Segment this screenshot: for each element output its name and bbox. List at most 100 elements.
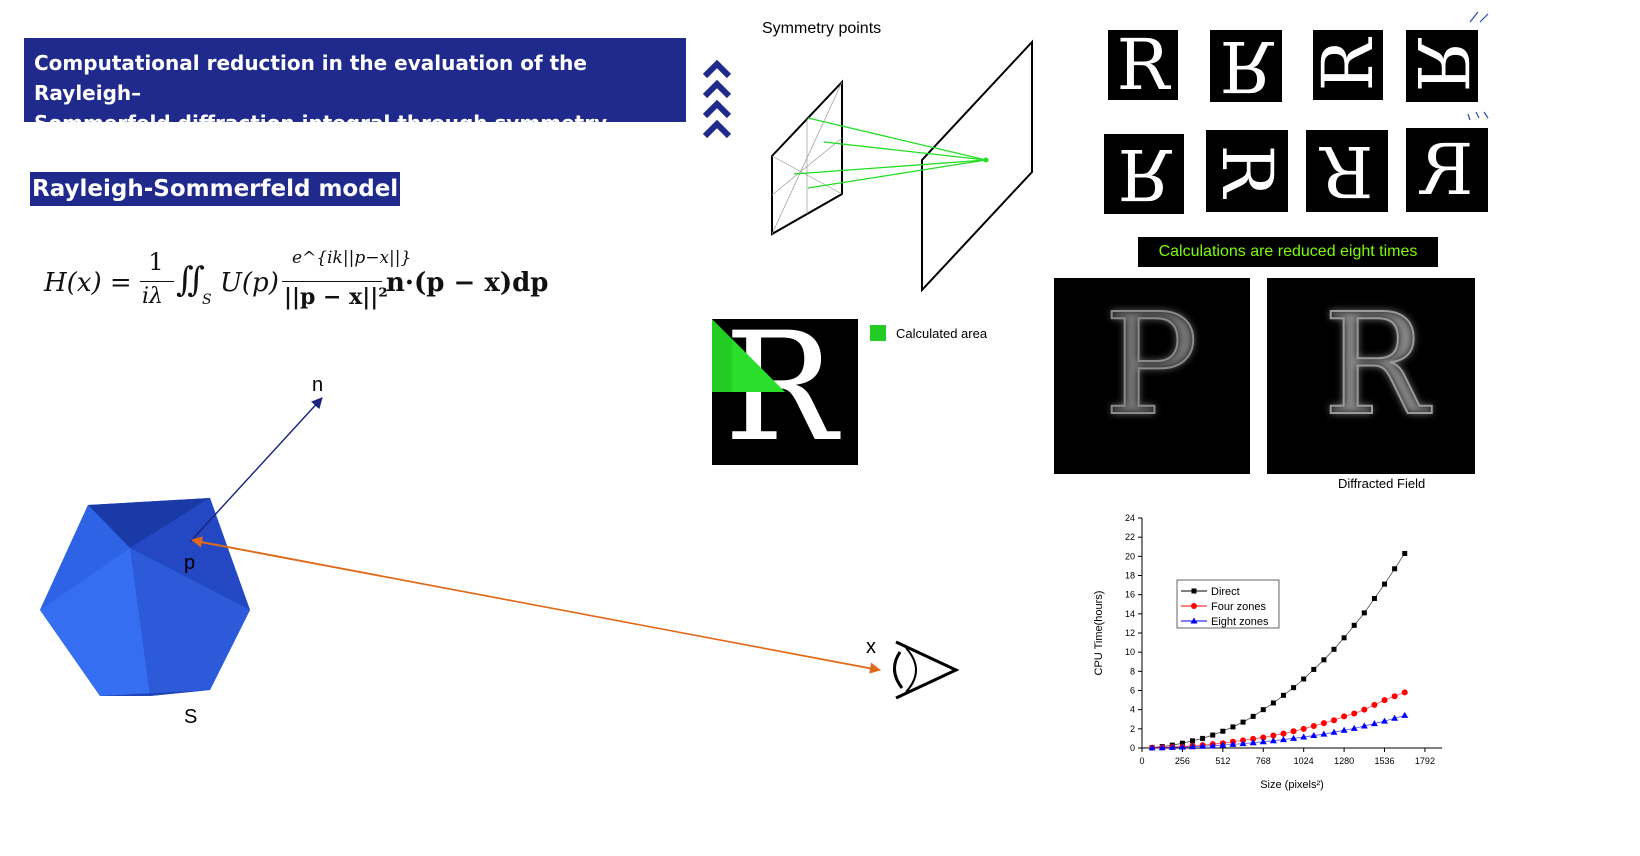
surface-label: S xyxy=(184,706,198,728)
data-point xyxy=(1351,622,1357,628)
x-tick-label: 1280 xyxy=(1334,756,1354,766)
eq-frac2-bar xyxy=(282,281,382,282)
x-tick-label: 512 xyxy=(1215,756,1230,766)
data-point xyxy=(1280,730,1287,737)
legend-marker xyxy=(1191,588,1197,594)
eq-frac1-den: iλ xyxy=(142,284,163,309)
slide-title: Computational reduction in the evaluatio… xyxy=(24,38,686,165)
y-tick-label: 16 xyxy=(1125,590,1135,600)
rayleigh-sommerfeld-equation: H(x) = 1 iλ ∬ S U(p) e^{ik||p−x||} ||p −… xyxy=(44,248,564,328)
data-point xyxy=(1168,743,1176,750)
data-point xyxy=(1148,744,1156,751)
data-point xyxy=(1220,728,1226,734)
y-tick-label: 14 xyxy=(1125,609,1135,619)
data-point xyxy=(1269,737,1277,744)
x-tick-label: 1792 xyxy=(1415,756,1435,766)
data-point xyxy=(1381,717,1389,724)
legend-marker xyxy=(1191,603,1197,609)
symmetry-r-tile: R xyxy=(1210,30,1282,102)
symmetry-r-tile: R xyxy=(1313,30,1383,100)
diffracted-field-image-1: P xyxy=(1054,278,1250,474)
data-point xyxy=(1270,732,1277,739)
data-point xyxy=(1290,734,1298,741)
y-tick-label: 18 xyxy=(1125,571,1135,581)
eq-frac2-num: e^{ik||p−x||} xyxy=(292,248,412,268)
diffracted-letter-2: R xyxy=(1322,284,1429,447)
data-point xyxy=(1200,735,1206,741)
data-point xyxy=(1300,725,1307,732)
symmetry-r-tile: R xyxy=(1104,134,1184,214)
eq-frac1-num: 1 xyxy=(148,248,164,276)
data-point xyxy=(1219,741,1227,748)
eq-frac2-den: ||p − x||² xyxy=(284,284,388,310)
data-point xyxy=(1189,743,1197,750)
symmetry-heading: Symmetry points xyxy=(762,20,882,37)
data-point xyxy=(1178,743,1186,750)
decorative-ticks-icon xyxy=(1467,11,1489,121)
data-point xyxy=(1371,596,1377,601)
symmetry-r-tile: R xyxy=(1406,128,1488,212)
symmetry-planes-diagram xyxy=(771,39,1033,293)
data-point xyxy=(1301,676,1307,682)
x-tick-label: 0 xyxy=(1139,756,1144,766)
x-axis-title: Size (pixels²) xyxy=(1260,779,1324,791)
normal-label: n xyxy=(312,374,324,396)
data-point xyxy=(1382,581,1388,587)
calculated-area-swatch xyxy=(870,325,886,341)
data-point xyxy=(1249,739,1257,746)
x-tick-label: 768 xyxy=(1256,756,1271,766)
title-line-2: Sommerfeld diffraction integral through … xyxy=(34,111,608,165)
section-heading: Rayleigh-Sommerfeld model xyxy=(30,172,401,206)
data-point xyxy=(1341,635,1347,641)
data-point xyxy=(1310,732,1318,739)
data-point xyxy=(1350,724,1358,731)
data-point xyxy=(1401,711,1409,718)
legend-marker xyxy=(1190,617,1198,624)
data-point xyxy=(1371,701,1378,708)
y-tick-label: 0 xyxy=(1130,743,1135,753)
data-point xyxy=(1381,697,1388,704)
normal-arrow xyxy=(189,397,323,543)
eq-frac1-bar xyxy=(140,281,174,282)
data-point xyxy=(1270,700,1276,706)
y-tick-label: 20 xyxy=(1125,551,1135,561)
data-point xyxy=(1361,610,1367,616)
data-point xyxy=(1310,722,1317,729)
observer-label: x xyxy=(866,636,876,658)
calculated-area-image: R xyxy=(712,319,858,465)
data-point xyxy=(1158,744,1166,751)
x-tick-label: 1536 xyxy=(1375,756,1395,766)
data-point xyxy=(1321,657,1327,663)
legend-label: Eight zones xyxy=(1211,616,1269,628)
legend-label: Four zones xyxy=(1211,601,1267,613)
data-point xyxy=(1291,685,1297,691)
data-point xyxy=(1259,738,1267,745)
data-point xyxy=(1391,693,1398,700)
data-point xyxy=(1240,719,1246,725)
data-point xyxy=(1250,713,1256,719)
data-point xyxy=(1320,730,1328,737)
data-point xyxy=(1199,742,1207,749)
data-point xyxy=(1311,666,1317,672)
y-axis-title: CPU Time(hours) xyxy=(1093,591,1105,676)
y-tick-label: 8 xyxy=(1130,666,1135,676)
data-point xyxy=(1331,646,1337,652)
y-tick-label: 22 xyxy=(1125,532,1135,542)
data-point xyxy=(1392,566,1398,572)
data-point xyxy=(1330,728,1338,735)
calculated-area-legend: Calculated area xyxy=(896,326,988,341)
diffracted-field-image-2: R xyxy=(1267,278,1475,474)
point-label: p xyxy=(184,552,196,574)
data-point xyxy=(1360,722,1368,729)
y-tick-label: 10 xyxy=(1125,647,1135,657)
surface-solid xyxy=(40,498,250,696)
x-tick-label: 1024 xyxy=(1294,756,1314,766)
data-point xyxy=(1331,717,1337,724)
data-point xyxy=(1300,733,1308,740)
eye-icon xyxy=(893,640,960,700)
data-point xyxy=(1229,740,1237,747)
data-point xyxy=(1290,728,1297,735)
data-point xyxy=(1391,714,1399,721)
data-point xyxy=(1250,735,1257,742)
